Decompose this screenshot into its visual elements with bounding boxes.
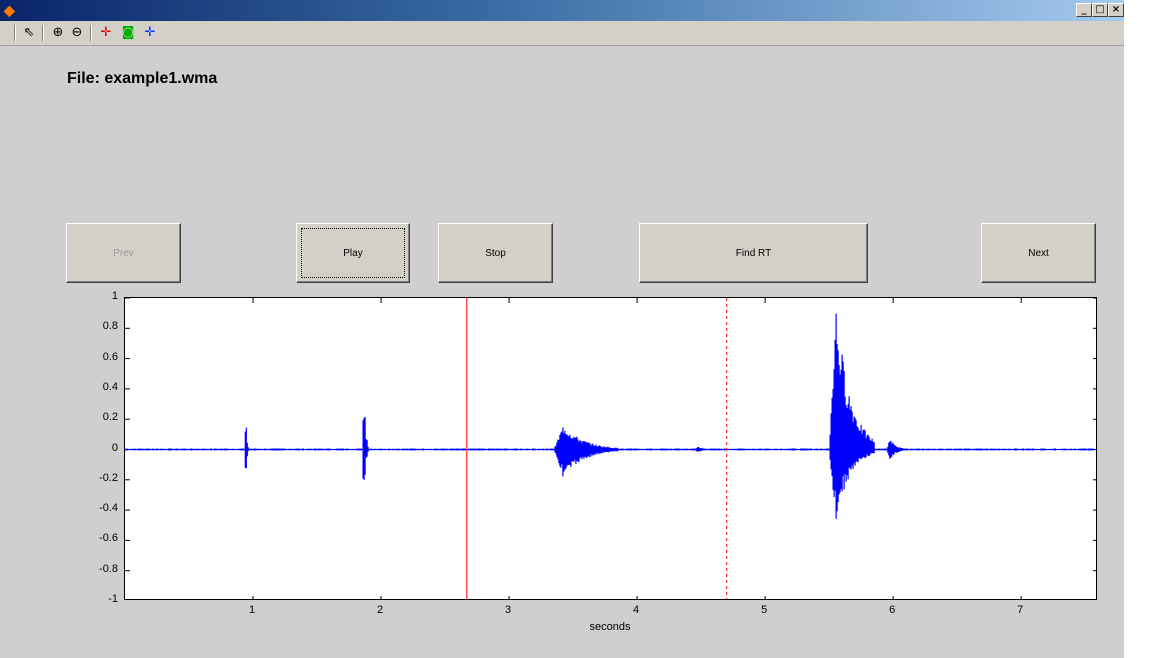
- waveform-event: [829, 313, 875, 519]
- y-tick-label: 0.4: [102, 380, 118, 393]
- x-tick-label: 2: [376, 604, 384, 616]
- prev-button[interactable]: Prev: [66, 223, 181, 283]
- maximize-button[interactable]: □: [1092, 3, 1108, 17]
- waveform-event: [362, 417, 369, 481]
- x-tick-label: 7: [1017, 604, 1024, 616]
- stop-button[interactable]: Stop: [438, 223, 553, 283]
- x-tick-label: 6: [889, 604, 896, 616]
- waveform-event: [887, 440, 907, 459]
- y-tick-label: 0.6: [102, 350, 118, 363]
- pointer-icon[interactable]: ⇖: [23, 25, 35, 40]
- x-tick-label: 1: [248, 604, 256, 616]
- x-axis-label: seconds: [589, 621, 631, 633]
- y-tick-label: 0: [111, 441, 118, 454]
- pan-y-icon[interactable]: ✛: [144, 25, 156, 40]
- y-tick-label: -0.8: [99, 562, 118, 575]
- title-bar[interactable]: ◆ _ □ ×: [0, 0, 1124, 21]
- toolbar-separator: [42, 25, 44, 41]
- next-button[interactable]: Next: [981, 223, 1096, 283]
- matlab-icon: ◆: [4, 2, 15, 18]
- y-tick-label: 1: [111, 290, 118, 302]
- y-tick-label: 0.8: [102, 320, 118, 333]
- reset-icon[interactable]: ◙: [121, 25, 135, 40]
- waveform-svg: [125, 298, 1096, 599]
- find-rt-button[interactable]: Find RT: [639, 223, 868, 283]
- x-tick-label: 3: [505, 604, 512, 616]
- waveform-event: [554, 427, 619, 477]
- toolbar-separator: [14, 25, 16, 41]
- zoom-out-icon[interactable]: ⊖: [71, 25, 83, 40]
- waveform-event: [695, 447, 715, 452]
- figure-window: ◆ _ □ × ⇖ ⊕ ⊖ ✛ ◙ ✛ File: example1.wma P…: [0, 0, 1124, 658]
- y-tick-label: -0.6: [99, 532, 118, 545]
- y-tick-label: -1: [108, 593, 118, 605]
- pan-x-icon[interactable]: ✛: [100, 25, 112, 40]
- zoom-in-icon[interactable]: ⊕: [52, 25, 64, 40]
- y-tick-label: -0.2: [99, 471, 118, 484]
- y-tick-label: 0.2: [102, 411, 118, 424]
- waveform-plot[interactable]: [124, 297, 1097, 600]
- waveform-event: [244, 427, 249, 469]
- figure-toolbar: ⇖ ⊕ ⊖ ✛ ◙ ✛: [0, 21, 1124, 46]
- x-tick-label: 5: [761, 604, 768, 616]
- play-button[interactable]: Play: [296, 223, 410, 283]
- file-label: File: example1.wma: [67, 70, 218, 87]
- x-tick-label: 4: [633, 604, 640, 616]
- y-tick-label: -0.4: [99, 502, 118, 515]
- close-button[interactable]: ×: [1108, 3, 1124, 17]
- minimize-button[interactable]: _: [1076, 3, 1092, 17]
- toolbar-separator: [90, 25, 92, 41]
